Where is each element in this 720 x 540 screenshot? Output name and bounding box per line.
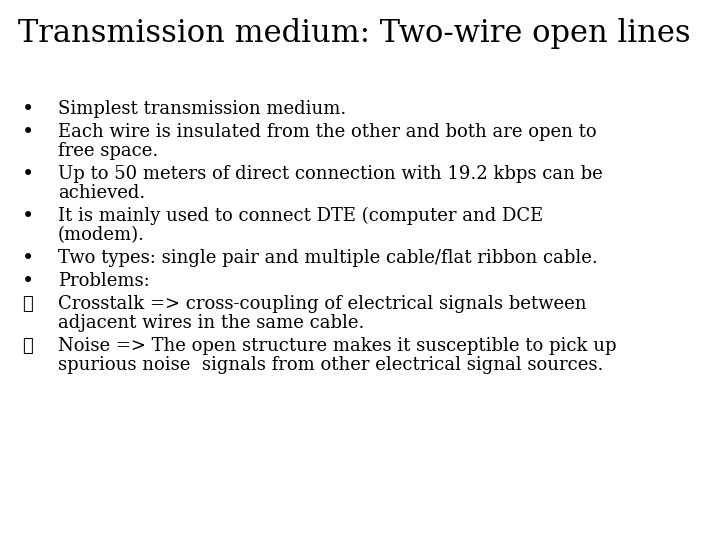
Text: •: • bbox=[22, 272, 35, 291]
Text: Transmission medium: Two-wire open lines: Transmission medium: Two-wire open lines bbox=[18, 18, 690, 49]
Text: Noise => The open structure makes it susceptible to pick up: Noise => The open structure makes it sus… bbox=[58, 337, 616, 355]
Text: •: • bbox=[22, 165, 35, 184]
Text: ➢: ➢ bbox=[22, 337, 32, 355]
Text: It is mainly used to connect DTE (computer and DCE: It is mainly used to connect DTE (comput… bbox=[58, 207, 544, 225]
Text: Problems:: Problems: bbox=[58, 272, 150, 290]
Text: adjacent wires in the same cable.: adjacent wires in the same cable. bbox=[58, 314, 364, 332]
Text: (modem).: (modem). bbox=[58, 226, 145, 244]
Text: •: • bbox=[22, 207, 35, 226]
Text: •: • bbox=[22, 100, 35, 119]
Text: Two types: single pair and multiple cable/flat ribbon cable.: Two types: single pair and multiple cabl… bbox=[58, 249, 598, 267]
Text: free space.: free space. bbox=[58, 142, 158, 160]
Text: Up to 50 meters of direct connection with 19.2 kbps can be: Up to 50 meters of direct connection wit… bbox=[58, 165, 603, 183]
Text: •: • bbox=[22, 249, 35, 268]
Text: spurious noise  signals from other electrical signal sources.: spurious noise signals from other electr… bbox=[58, 356, 603, 374]
Text: Each wire is insulated from the other and both are open to: Each wire is insulated from the other an… bbox=[58, 123, 597, 141]
Text: •: • bbox=[22, 123, 35, 142]
Text: achieved.: achieved. bbox=[58, 184, 145, 202]
Text: Crosstalk => cross-coupling of electrical signals between: Crosstalk => cross-coupling of electrica… bbox=[58, 295, 587, 313]
Text: Simplest transmission medium.: Simplest transmission medium. bbox=[58, 100, 346, 118]
Text: ➢: ➢ bbox=[22, 295, 32, 313]
